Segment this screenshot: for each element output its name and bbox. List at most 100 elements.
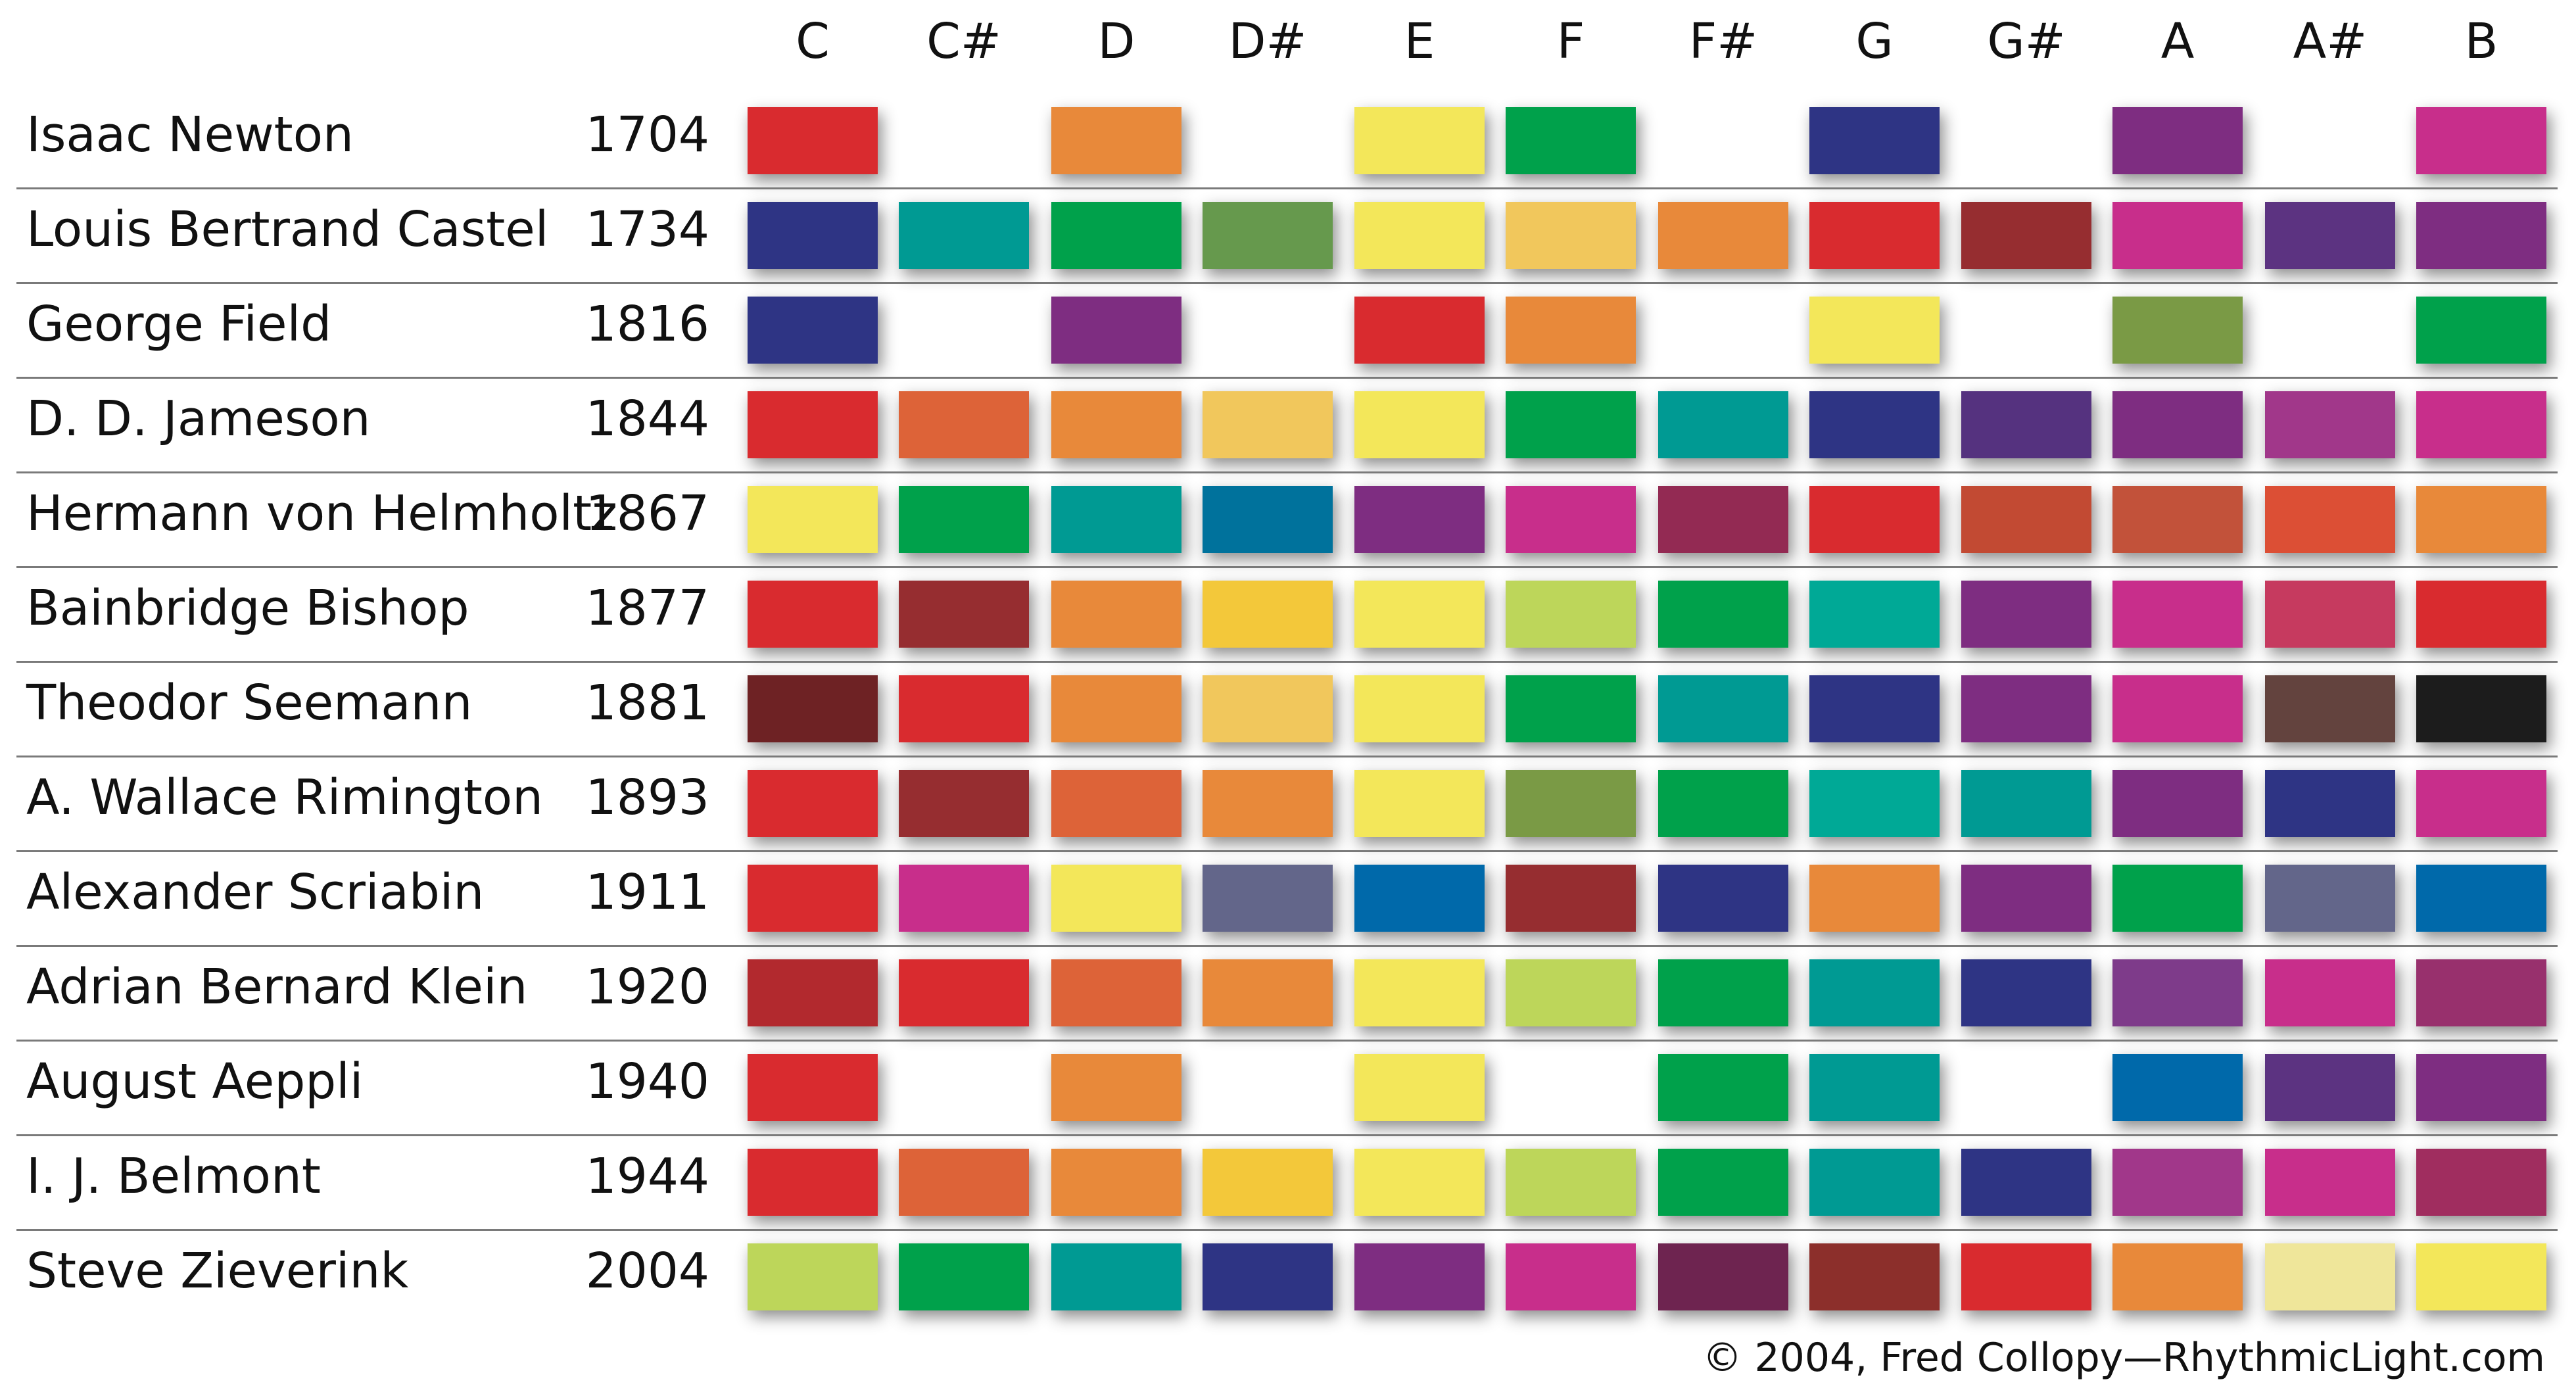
year-label: 1881 bbox=[585, 675, 709, 731]
year-label: 1920 bbox=[585, 959, 709, 1015]
table-row: George Field 1816 bbox=[16, 284, 2558, 379]
color-swatch bbox=[1658, 770, 1788, 837]
color-swatch bbox=[2265, 391, 2395, 458]
color-swatch bbox=[2265, 202, 2395, 269]
color-swatch bbox=[1051, 675, 1181, 742]
table-row: Bainbridge Bishop 1877 bbox=[16, 568, 2558, 663]
theorist-name: Isaac Newton bbox=[26, 107, 354, 163]
color-swatch bbox=[1506, 1243, 1636, 1310]
note-label: D bbox=[1097, 13, 1135, 70]
color-swatch bbox=[1961, 202, 2091, 269]
empty-swatch bbox=[899, 297, 1029, 364]
color-swatch bbox=[2416, 770, 2546, 837]
note-label: C# bbox=[926, 13, 1001, 70]
color-swatch bbox=[2112, 1054, 2243, 1121]
empty-swatch bbox=[899, 107, 1029, 174]
table-row: August Aeppli 1940 bbox=[16, 1042, 2558, 1136]
color-swatch bbox=[2265, 675, 2395, 742]
color-swatch bbox=[2112, 1149, 2243, 1216]
note-label: C bbox=[796, 13, 830, 70]
year-label: 1734 bbox=[585, 201, 709, 258]
color-swatch bbox=[1658, 675, 1788, 742]
color-swatch bbox=[1354, 1149, 1485, 1216]
color-swatch bbox=[1809, 865, 1940, 932]
note-label: G bbox=[1855, 13, 1894, 70]
color-swatch bbox=[1051, 1149, 1181, 1216]
color-swatch bbox=[1354, 1243, 1485, 1310]
year-label: 1877 bbox=[585, 580, 709, 636]
theorist-name: Louis Bertrand Castel bbox=[26, 201, 549, 258]
color-swatch bbox=[2416, 297, 2546, 364]
color-swatch bbox=[1354, 486, 1485, 553]
theorist-name: Hermann von Helmholtz bbox=[26, 485, 617, 542]
color-swatch bbox=[1051, 581, 1181, 648]
color-swatch bbox=[1051, 297, 1181, 364]
theorist-name: Adrian Bernard Klein bbox=[26, 959, 528, 1015]
color-swatch bbox=[1354, 202, 1485, 269]
color-swatch bbox=[1809, 107, 1940, 174]
empty-swatch bbox=[1203, 1054, 1333, 1121]
color-swatch bbox=[1051, 107, 1181, 174]
table-row: A. Wallace Rimington 1893 bbox=[16, 757, 2558, 852]
theorist-name: Bainbridge Bishop bbox=[26, 580, 469, 636]
year-label: 1704 bbox=[585, 107, 709, 163]
color-swatch bbox=[899, 1243, 1029, 1310]
color-swatch bbox=[748, 865, 878, 932]
color-swatch bbox=[748, 959, 878, 1026]
row-divider bbox=[16, 471, 2558, 473]
color-swatch bbox=[1506, 1149, 1636, 1216]
color-swatch bbox=[2416, 581, 2546, 648]
color-swatch bbox=[1354, 770, 1485, 837]
color-swatch bbox=[1809, 770, 1940, 837]
color-swatch bbox=[1809, 391, 1940, 458]
color-swatch bbox=[1354, 865, 1485, 932]
row-divider bbox=[16, 945, 2558, 947]
color-swatch bbox=[748, 297, 878, 364]
color-swatch bbox=[1354, 675, 1485, 742]
row-divider bbox=[16, 377, 2558, 379]
note-label: F# bbox=[1688, 13, 1758, 70]
color-swatch bbox=[1203, 865, 1333, 932]
color-swatch bbox=[2265, 581, 2395, 648]
color-swatch bbox=[899, 675, 1029, 742]
color-swatch bbox=[1051, 770, 1181, 837]
color-swatch bbox=[2265, 1149, 2395, 1216]
color-swatch bbox=[1961, 865, 2091, 932]
row-divider bbox=[16, 850, 2558, 852]
color-swatch bbox=[2112, 1243, 2243, 1310]
color-swatch bbox=[2416, 202, 2546, 269]
color-swatch bbox=[1809, 202, 1940, 269]
color-swatch bbox=[1961, 1149, 2091, 1216]
color-swatch bbox=[1203, 675, 1333, 742]
note-label: A bbox=[2160, 13, 2195, 70]
color-swatch bbox=[1658, 391, 1788, 458]
color-swatch bbox=[2112, 297, 2243, 364]
color-swatch bbox=[2265, 959, 2395, 1026]
color-swatch bbox=[1203, 1243, 1333, 1310]
color-swatch bbox=[1809, 297, 1940, 364]
theorist-name: Theodor Seemann bbox=[26, 675, 473, 731]
color-swatch bbox=[1961, 1243, 2091, 1310]
color-swatch bbox=[1809, 675, 1940, 742]
color-swatch bbox=[748, 1243, 878, 1310]
color-swatch bbox=[2416, 391, 2546, 458]
empty-swatch bbox=[1961, 297, 2091, 364]
note-label: E bbox=[1404, 13, 1435, 70]
color-swatch bbox=[2416, 1243, 2546, 1310]
color-swatch bbox=[748, 581, 878, 648]
color-swatch bbox=[1506, 486, 1636, 553]
color-swatch bbox=[1506, 202, 1636, 269]
color-swatch bbox=[2112, 959, 2243, 1026]
color-swatch bbox=[1961, 675, 2091, 742]
color-swatch bbox=[1354, 391, 1485, 458]
empty-swatch bbox=[2265, 297, 2395, 364]
color-swatch bbox=[1658, 959, 1788, 1026]
color-swatch bbox=[1354, 581, 1485, 648]
empty-swatch bbox=[1658, 107, 1788, 174]
year-label: 2004 bbox=[585, 1243, 709, 1299]
copyright-credit: © 2004, Fred Collopy—RhythmicLight.com bbox=[1702, 1335, 2545, 1381]
year-label: 1944 bbox=[585, 1148, 709, 1205]
color-swatch bbox=[1203, 391, 1333, 458]
color-swatch bbox=[1051, 865, 1181, 932]
color-swatch bbox=[1051, 202, 1181, 269]
